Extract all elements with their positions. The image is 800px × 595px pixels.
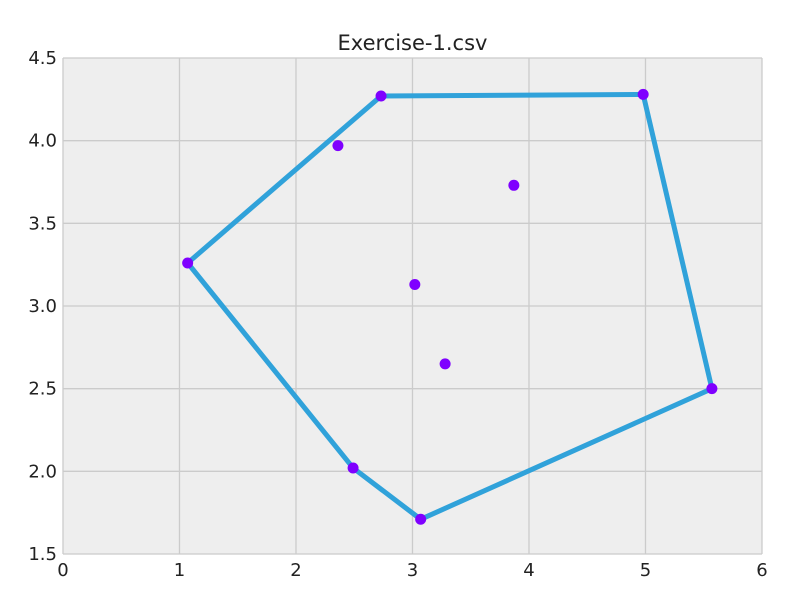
y-tick-label: 3.0 — [28, 296, 57, 317]
data-points — [182, 88, 718, 525]
data-point — [332, 140, 344, 152]
x-tick-label: 3 — [407, 560, 418, 581]
y-tick-label: 2.5 — [28, 379, 57, 400]
x-tick-label: 0 — [57, 560, 68, 581]
x-tick-label: 5 — [640, 560, 651, 581]
y-tick-label: 2.0 — [28, 461, 57, 482]
y-axis-ticks: 1.5 2.0 2.5 3.0 3.5 4.0 4.5 — [28, 48, 57, 565]
y-tick-label: 3.5 — [28, 213, 57, 234]
grid-lines — [62, 57, 763, 555]
data-point — [706, 383, 718, 395]
data-point — [375, 90, 387, 102]
x-tick-label: 1 — [174, 560, 185, 581]
chart-title: Exercise-1.csv — [337, 31, 488, 55]
data-point — [439, 358, 451, 370]
data-point — [347, 462, 359, 474]
data-point — [637, 88, 649, 100]
x-tick-label: 2 — [290, 560, 301, 581]
x-tick-label: 6 — [756, 560, 767, 581]
data-point — [508, 179, 520, 191]
y-tick-label: 1.5 — [28, 544, 57, 565]
data-point — [409, 279, 421, 291]
x-tick-label: 4 — [523, 560, 534, 581]
y-tick-label: 4.5 — [28, 48, 57, 69]
data-point — [415, 513, 427, 525]
y-tick-label: 4.0 — [28, 131, 57, 152]
data-point — [182, 257, 194, 269]
x-axis-ticks: 0 1 2 3 4 5 6 — [57, 560, 767, 581]
